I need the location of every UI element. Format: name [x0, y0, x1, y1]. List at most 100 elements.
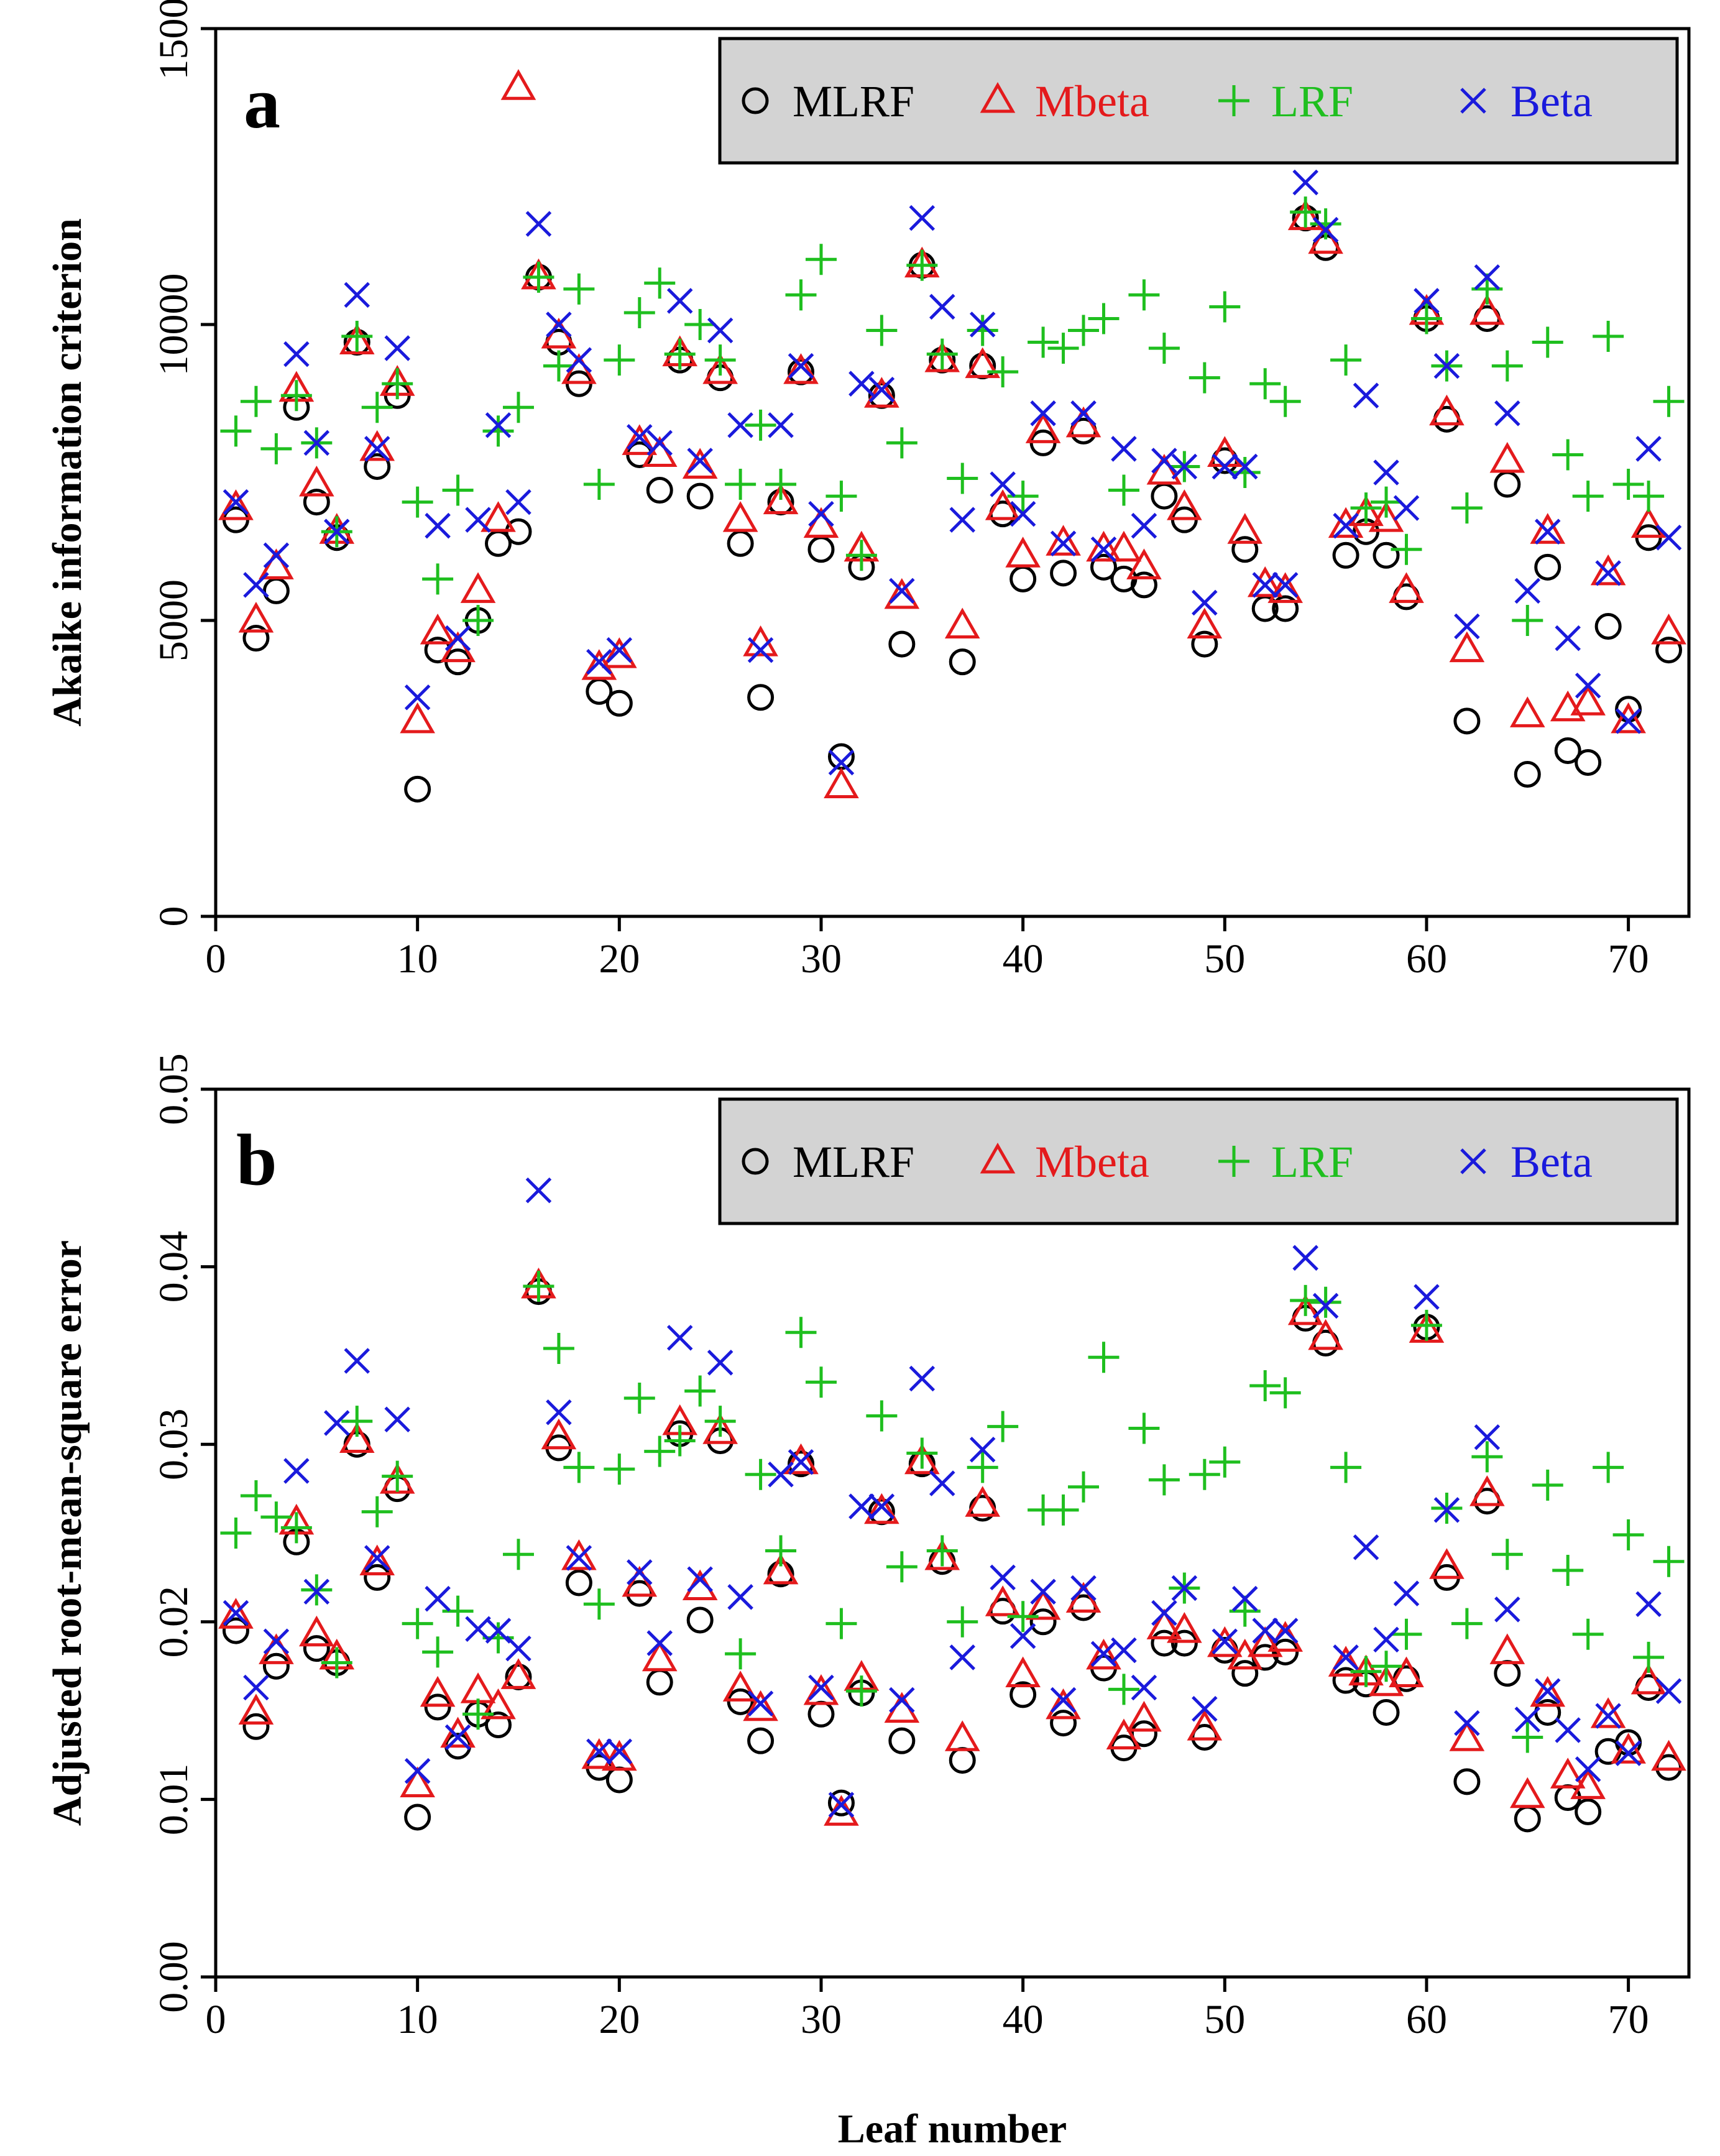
b-point-lrf	[765, 1535, 797, 1567]
a-y-tick-label: 5000	[151, 579, 196, 661]
b-point-lrf	[1371, 1651, 1402, 1682]
b-point-beta	[969, 1437, 996, 1463]
b-point-mlrf	[1009, 1681, 1037, 1708]
a-point-mbeta	[1126, 548, 1162, 579]
b-x-tick-label: 60	[1406, 1997, 1447, 2042]
b-y-tick-label: 0.01	[151, 1764, 196, 1836]
b-point-beta	[546, 1399, 572, 1426]
a-point-lrf	[1572, 481, 1604, 512]
a-point-beta	[1111, 436, 1137, 462]
b-point-lrf	[382, 1460, 413, 1492]
a-point-mlrf	[1090, 553, 1117, 581]
a-point-beta	[646, 430, 673, 456]
a-point-lrf	[240, 385, 272, 417]
b-point-beta	[990, 1564, 1016, 1591]
a-point-beta	[666, 288, 693, 314]
a-point-mlrf	[949, 648, 976, 676]
a-point-beta	[263, 542, 290, 569]
a-point-lrf	[280, 380, 312, 412]
a-point-beta	[1353, 382, 1379, 409]
a-point-beta	[1231, 453, 1258, 480]
b-point-mbeta	[642, 1640, 678, 1672]
a-point-mbeta	[238, 601, 274, 633]
a-point-beta	[969, 311, 996, 338]
a-point-lrf	[1371, 486, 1402, 518]
b-point-mbeta	[1328, 1646, 1364, 1677]
a-legend-label-mlrf: MLRF	[793, 76, 914, 126]
b-point-lrf	[280, 1512, 312, 1544]
a-point-beta	[444, 625, 471, 652]
b-point-mbeta	[1106, 1718, 1142, 1749]
b-point-lrf	[1552, 1554, 1584, 1586]
b-point-lrf	[1068, 1471, 1100, 1503]
b-legend-label-mlrf: MLRF	[793, 1137, 914, 1187]
b-point-mlrf	[1655, 1754, 1683, 1781]
a-point-mbeta	[1025, 412, 1061, 443]
a-point-beta	[283, 341, 310, 367]
b-point-mlrf	[1029, 1608, 1057, 1636]
panel-a-letter: a	[244, 62, 280, 144]
a-point-lrf	[967, 315, 998, 346]
b-point-beta	[1050, 1687, 1077, 1713]
b-point-mlrf	[1151, 1629, 1178, 1657]
b-point-lrf	[1653, 1546, 1685, 1577]
a-point-beta	[324, 518, 350, 545]
a-point-beta	[1333, 512, 1359, 539]
b-point-beta	[303, 1578, 330, 1605]
a-point-mbeta	[602, 637, 637, 668]
b-point-mlrf	[626, 1580, 653, 1607]
b-point-lrf	[321, 1647, 352, 1679]
b-point-lrf	[563, 1452, 595, 1483]
b-point-lrf	[1612, 1519, 1644, 1550]
a-point-mbeta	[944, 607, 980, 639]
b-point-beta	[263, 1628, 290, 1654]
b-legend-label-beta: Beta	[1511, 1137, 1593, 1187]
a-point-mbeta	[1368, 501, 1404, 532]
a-point-lrf	[704, 344, 736, 376]
b-point-lrf	[1330, 1452, 1362, 1483]
a-point-lrf	[1189, 362, 1220, 394]
b-y-tick-label: 0.04	[151, 1231, 196, 1303]
b-point-mlrf	[686, 1606, 714, 1634]
a-point-beta	[505, 489, 531, 515]
a-point-mbeta	[1509, 696, 1545, 727]
b-point-beta	[505, 1635, 531, 1662]
b-point-mbeta	[1187, 1710, 1223, 1741]
b-point-beta	[1414, 1284, 1440, 1310]
a-point-lrf	[1552, 439, 1584, 471]
a-point-lrf	[563, 273, 595, 305]
b-point-lrf	[1108, 1674, 1139, 1705]
b-point-lrf	[926, 1535, 958, 1567]
b-point-mbeta	[1469, 1475, 1505, 1506]
a-point-lrf	[1451, 492, 1483, 524]
a-point-mlrf	[1594, 613, 1622, 640]
a-point-mlrf	[1575, 749, 1602, 776]
a-point-lrf	[684, 309, 716, 340]
a-point-beta	[525, 211, 552, 237]
a-point-beta	[627, 424, 653, 450]
a-point-beta	[687, 448, 713, 474]
a-point-lrf	[1391, 533, 1422, 565]
b-point-mbeta	[420, 1675, 456, 1707]
a-point-beta	[788, 352, 814, 379]
b-point-mlrf	[242, 1713, 270, 1740]
b-point-lrf	[260, 1501, 292, 1533]
b-point-mbeta	[1287, 1294, 1323, 1325]
b-point-mbeta	[238, 1693, 274, 1725]
a-point-mlrf	[1191, 630, 1218, 658]
a-point-mbeta	[1287, 199, 1323, 231]
b-point-beta	[1171, 1575, 1198, 1601]
a-point-beta	[384, 335, 410, 361]
a-point-mbeta	[924, 341, 960, 372]
b-point-lrf	[886, 1551, 917, 1583]
a-point-mlrf	[404, 775, 431, 803]
b-point-beta	[1534, 1678, 1561, 1704]
a-point-mbeta	[1348, 495, 1384, 527]
a-point-mbeta	[965, 347, 1001, 379]
b-point-mbeta	[1046, 1688, 1081, 1720]
a-point-beta	[1192, 589, 1218, 616]
a-point-lrf	[906, 249, 938, 281]
b-point-beta	[1131, 1674, 1157, 1701]
a-point-mlrf	[1655, 637, 1683, 664]
a-point-mlrf	[747, 684, 775, 711]
